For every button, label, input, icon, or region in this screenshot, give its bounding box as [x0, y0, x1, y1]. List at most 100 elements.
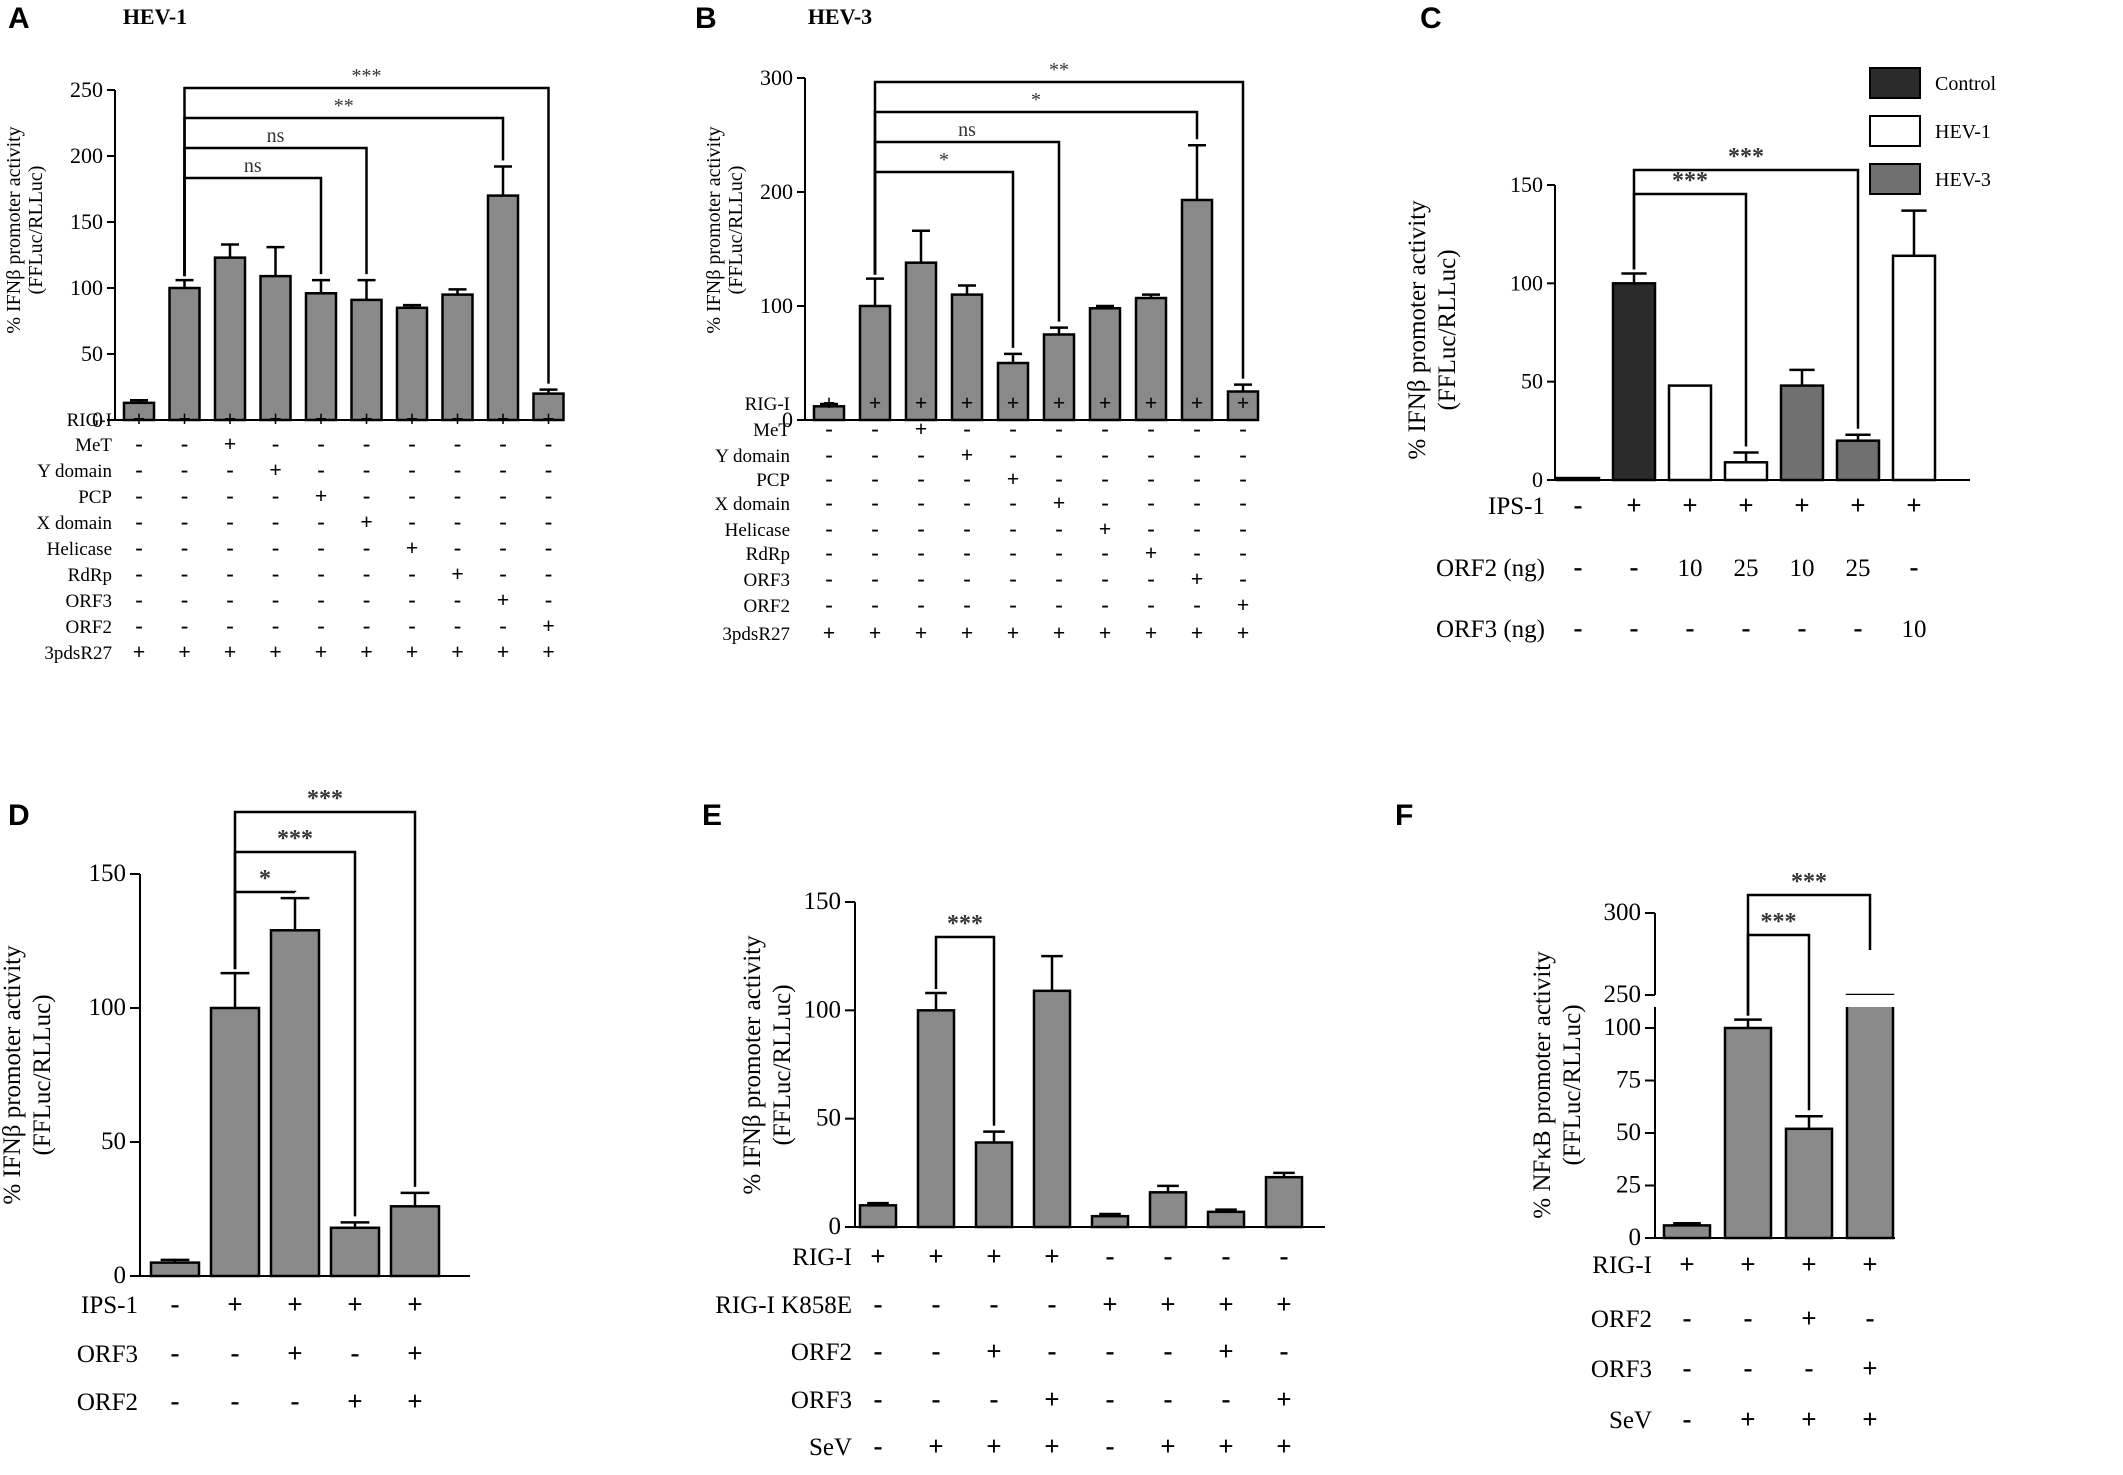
significance-label-c: *** — [1672, 168, 1708, 194]
row-sign-e: + — [986, 1431, 1001, 1461]
row-sign-b: + — [1145, 390, 1158, 415]
row-sign-b: - — [825, 442, 832, 467]
y-tick-label-b: 300 — [760, 65, 793, 90]
y-tick-label-e: 50 — [816, 1105, 841, 1132]
row-sign-a: + — [360, 406, 373, 431]
row-sign-a: + — [178, 639, 191, 664]
row-sign-c: 25 — [1846, 555, 1871, 582]
row-sign-e: - — [1106, 1241, 1115, 1271]
y-axis-label-a: % IFNβ promoter activity — [3, 126, 25, 333]
row-sign-b: - — [963, 490, 970, 515]
bar-d — [209, 1006, 261, 1278]
row-label-a: X domain — [37, 513, 113, 534]
y-tick-label-a: 100 — [70, 275, 103, 300]
y-axis-label-units-b: (FFLuc/RLLuc) — [725, 166, 747, 295]
row-sign-e: - — [874, 1384, 883, 1414]
row-sign-a: - — [135, 483, 142, 508]
row-sign-a: - — [408, 483, 415, 508]
bar-b — [812, 405, 846, 422]
bar-a — [532, 392, 565, 422]
row-sign-d: - — [171, 1386, 180, 1416]
row-label-a: RdRp — [68, 565, 112, 586]
row-sign-a: + — [315, 483, 328, 508]
row-sign-a: - — [499, 457, 506, 482]
row-label-b: RIG-I — [745, 394, 790, 415]
panel-label-A: A — [8, 2, 30, 35]
row-sign-a: - — [181, 587, 188, 612]
row-sign-b: - — [963, 516, 970, 541]
row-label-a: MeT — [75, 435, 112, 456]
row-sign-b: - — [825, 540, 832, 565]
row-sign-e: - — [932, 1289, 941, 1319]
row-sign-b: + — [1237, 592, 1250, 617]
legend-label-hev-1: HEV-1 — [1935, 121, 1991, 143]
significance-label-b: ** — [1049, 59, 1069, 81]
row-sign-a: - — [408, 613, 415, 638]
row-label-e: ORF2 — [791, 1339, 852, 1366]
row-sign-b: + — [915, 620, 928, 645]
row-label-b: Y domain — [715, 446, 790, 467]
row-sign-a: - — [317, 509, 324, 534]
row-sign-b: - — [1147, 566, 1154, 591]
row-label-a: Y domain — [37, 461, 112, 482]
row-sign-a: - — [499, 535, 506, 560]
row-sign-b: - — [1009, 490, 1016, 515]
bar-a — [304, 292, 338, 422]
row-sign-a: - — [272, 587, 279, 612]
y-axis-label-d: % IFNβ promoter activity — [0, 945, 26, 1205]
row-sign-b: - — [1055, 442, 1062, 467]
row-sign-b: - — [1009, 442, 1016, 467]
panel-label-C: C — [1420, 2, 1442, 35]
significance-bracket-b — [873, 80, 1245, 379]
row-sign-b: - — [1239, 466, 1246, 491]
y-axis-label-units-d: (FFLuc/RLLuc) — [29, 994, 56, 1155]
y-tick-label-b: 100 — [760, 293, 793, 318]
row-sign-c: - — [1686, 613, 1695, 643]
row-sign-b: + — [1007, 466, 1020, 491]
row-sign-a: - — [272, 561, 279, 586]
row-sign-a: - — [363, 561, 370, 586]
row-sign-a: - — [181, 431, 188, 456]
row-label-b: Helicase — [725, 520, 790, 541]
row-sign-f: + — [1679, 1249, 1694, 1279]
row-label-b: RdRp — [746, 544, 790, 565]
significance-bracket-c — [1632, 168, 1860, 429]
bar-a — [395, 306, 429, 422]
row-sign-c: 10 — [1678, 555, 1703, 582]
row-sign-d: - — [171, 1338, 180, 1368]
legend-swatch-hev-1 — [1869, 115, 1921, 147]
row-sign-a: - — [181, 509, 188, 534]
row-sign-b: + — [1007, 390, 1020, 415]
row-sign-b: - — [1239, 442, 1246, 467]
row-sign-d: + — [347, 1289, 362, 1319]
row-sign-e: + — [986, 1241, 1001, 1271]
row-sign-b: - — [1239, 490, 1246, 515]
row-sign-a: - — [363, 613, 370, 638]
bar-d — [149, 1261, 201, 1278]
row-sign-a: + — [542, 613, 555, 638]
row-sign-b: - — [871, 466, 878, 491]
row-label-f: ORF3 — [1591, 1356, 1652, 1383]
row-sign-a: + — [497, 587, 510, 612]
row-sign-b: + — [961, 442, 974, 467]
bar-a — [259, 274, 292, 422]
significance-label-c: *** — [1728, 144, 1764, 170]
row-sign-a: - — [317, 431, 324, 456]
row-sign-e: - — [1048, 1289, 1057, 1319]
bar-b — [996, 361, 1030, 422]
significance-bracket-e — [934, 935, 996, 1126]
row-sign-b: - — [1239, 566, 1246, 591]
row-sign-b: - — [917, 442, 924, 467]
y-tick-label-f: 25 — [1616, 1172, 1641, 1199]
row-sign-a: - — [226, 457, 233, 482]
y-tick-label-d: 100 — [89, 994, 127, 1021]
row-sign-e: - — [1106, 1431, 1115, 1461]
bar-c — [1667, 384, 1713, 482]
row-label-d: ORF3 — [77, 1341, 138, 1368]
row-sign-b: - — [1193, 442, 1200, 467]
row-sign-b: - — [1009, 592, 1016, 617]
row-sign-a: - — [454, 457, 461, 482]
row-sign-b: - — [1101, 490, 1108, 515]
row-sign-b: - — [1147, 416, 1154, 441]
bar-f — [1662, 1224, 1712, 1240]
